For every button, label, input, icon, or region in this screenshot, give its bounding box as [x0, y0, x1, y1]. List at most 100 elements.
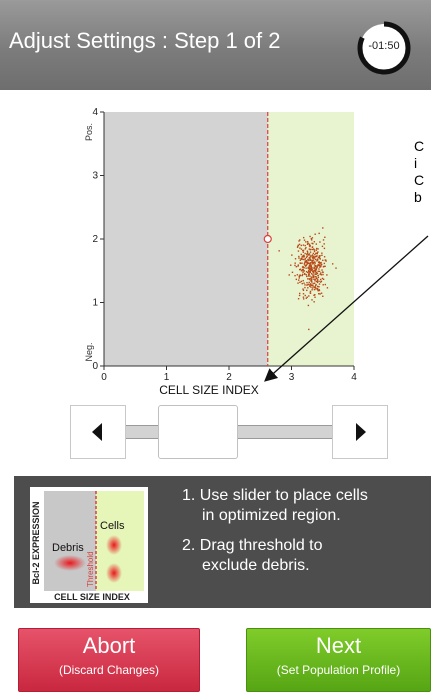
data-point	[318, 283, 321, 285]
data-point	[299, 281, 301, 283]
instruction-step1-line1: 1. Use slider to place cells	[182, 487, 368, 504]
data-point	[311, 273, 313, 275]
data-point	[318, 289, 320, 291]
threshold-handle[interactable]	[263, 234, 272, 244]
data-point	[317, 279, 319, 281]
data-point	[326, 287, 329, 289]
data-point	[306, 289, 308, 292]
y-tick-label: 2	[92, 234, 98, 245]
data-point	[319, 241, 321, 243]
data-point	[324, 265, 326, 268]
data-point	[300, 244, 303, 247]
data-point	[302, 296, 305, 298]
abort-button[interactable]: Abort (Discard Changes)	[18, 628, 200, 692]
data-point	[291, 254, 293, 256]
data-point	[301, 255, 303, 258]
data-point	[301, 269, 303, 272]
data-point	[309, 271, 311, 273]
instruction-step2-line1: 2. Drag threshold to	[182, 537, 323, 554]
data-point	[297, 245, 299, 247]
page-title: Adjust Settings : Step 1 of 2	[9, 28, 281, 53]
data-point	[307, 304, 310, 307]
data-point	[313, 288, 316, 291]
data-point	[311, 237, 314, 239]
data-point	[298, 292, 301, 295]
data-point	[322, 273, 324, 276]
data-point	[305, 260, 307, 262]
data-point	[306, 281, 308, 284]
slider-thumb[interactable]	[158, 405, 238, 459]
data-point	[308, 254, 310, 256]
next-sublabel: (Set Population Profile)	[276, 663, 401, 677]
data-point	[291, 271, 294, 274]
data-point	[294, 264, 296, 267]
arrow-left-icon	[92, 423, 102, 441]
next-button[interactable]: Next (Set Population Profile)	[246, 628, 431, 692]
data-point	[300, 248, 303, 250]
data-point	[302, 273, 304, 276]
data-point	[313, 301, 315, 303]
data-point	[306, 240, 309, 243]
data-point	[305, 267, 307, 269]
data-point	[314, 254, 316, 256]
data-point	[314, 296, 316, 298]
data-point	[318, 293, 320, 295]
data-point	[288, 274, 290, 276]
data-point	[310, 284, 312, 286]
data-point	[314, 258, 317, 261]
data-point	[314, 265, 317, 268]
data-point	[306, 275, 308, 278]
data-point	[323, 247, 326, 250]
y-neg-label: Neg.	[84, 342, 94, 361]
data-point	[322, 295, 324, 297]
data-point	[323, 243, 325, 245]
data-point	[319, 266, 321, 268]
data-point	[301, 274, 303, 277]
data-point	[319, 281, 322, 283]
data-point	[321, 269, 323, 271]
data-point	[309, 264, 311, 266]
data-point	[307, 283, 310, 286]
data-point	[297, 279, 300, 281]
data-point	[309, 251, 312, 253]
data-point	[308, 253, 311, 255]
data-point	[313, 286, 316, 288]
data-point	[298, 255, 300, 258]
data-point	[312, 272, 315, 274]
instruction-diagram: Bcl-2 EXPRESSION CELL SIZE INDEX Debris …	[30, 487, 148, 603]
abort-label: Abort	[82, 633, 136, 658]
data-point	[309, 285, 311, 287]
data-point	[303, 270, 305, 272]
data-point	[306, 296, 308, 298]
data-point	[318, 268, 320, 270]
data-point	[298, 243, 301, 246]
data-point	[299, 268, 301, 271]
x-tick-label: 4	[351, 372, 357, 383]
data-point	[317, 256, 320, 259]
data-point	[322, 227, 324, 229]
data-point	[325, 259, 327, 261]
data-point	[316, 272, 318, 274]
data-point	[317, 248, 319, 250]
data-point	[323, 265, 325, 268]
data-point	[310, 248, 312, 251]
data-point	[320, 263, 323, 266]
data-point	[315, 247, 318, 250]
y-tick-label: 3	[92, 171, 98, 182]
data-point	[306, 271, 309, 274]
data-point	[309, 278, 311, 281]
data-point	[294, 258, 297, 260]
data-point	[313, 264, 316, 266]
data-point	[299, 239, 301, 241]
data-point	[314, 294, 316, 296]
data-point	[298, 277, 300, 279]
data-point	[310, 278, 313, 281]
data-point	[308, 295, 310, 297]
data-point	[316, 265, 318, 267]
slider-right-button[interactable]	[332, 405, 388, 459]
data-point	[313, 278, 315, 280]
data-point	[295, 266, 298, 268]
slider-left-button[interactable]	[70, 405, 126, 459]
arrow-right-icon	[356, 423, 366, 441]
data-point	[315, 288, 317, 290]
